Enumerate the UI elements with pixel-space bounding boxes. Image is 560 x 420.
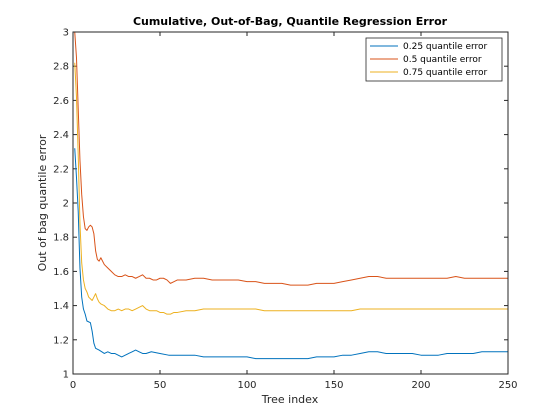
axis-ticks: 0 50 100 150 200 250 1 1.2 1.4 1.6 1.8 2 2.2 2.4 2.6 2.… — [53, 28, 517, 392]
series-line-3 — [74, 62, 508, 315]
series-line-1 — [74, 148, 508, 360]
x-tick-label: 100 — [237, 380, 256, 391]
y-tick-label: 1.8 — [53, 233, 69, 244]
y-axis-label: Out of bag quantile error — [36, 134, 49, 271]
series-line-2 — [74, 31, 508, 286]
x-tick-label: 150 — [324, 380, 343, 391]
y-tick-label: 1.4 — [53, 301, 69, 312]
legend: 0.25 quantile error 0.5 quantile error 0.7… — [365, 37, 503, 82]
legend-label-3: 0.75 quantile error — [403, 68, 488, 78]
plot-area — [73, 32, 508, 374]
x-tick-label: 0 — [70, 380, 76, 391]
y-tick-label: 3 — [63, 28, 69, 39]
axes-box — [72, 31, 509, 375]
y-tick-label: 2.2 — [53, 164, 69, 175]
y-tick-label: 1.2 — [53, 335, 69, 346]
x-tick-label: 50 — [154, 380, 167, 391]
x-tick-label: 200 — [411, 380, 430, 391]
y-tick-label: 1 — [63, 370, 69, 381]
legend-label-1: 0.25 quantile error — [403, 42, 488, 52]
y-tick-label: 2 — [63, 199, 69, 210]
y-tick-label: 1.6 — [53, 267, 69, 278]
y-tick-label: 2.4 — [53, 130, 69, 141]
legend-label-2: 0.5 quantile error — [403, 55, 482, 65]
x-tick-label: 250 — [498, 380, 517, 391]
x-axis-label: Tree index — [261, 393, 319, 406]
series-lines — [74, 31, 508, 360]
chart-title: Cumulative, Out-of-Bag, Quantile Regress… — [133, 15, 448, 28]
y-tick-label: 2.6 — [53, 96, 69, 107]
y-tick-label: 2.8 — [53, 62, 69, 73]
